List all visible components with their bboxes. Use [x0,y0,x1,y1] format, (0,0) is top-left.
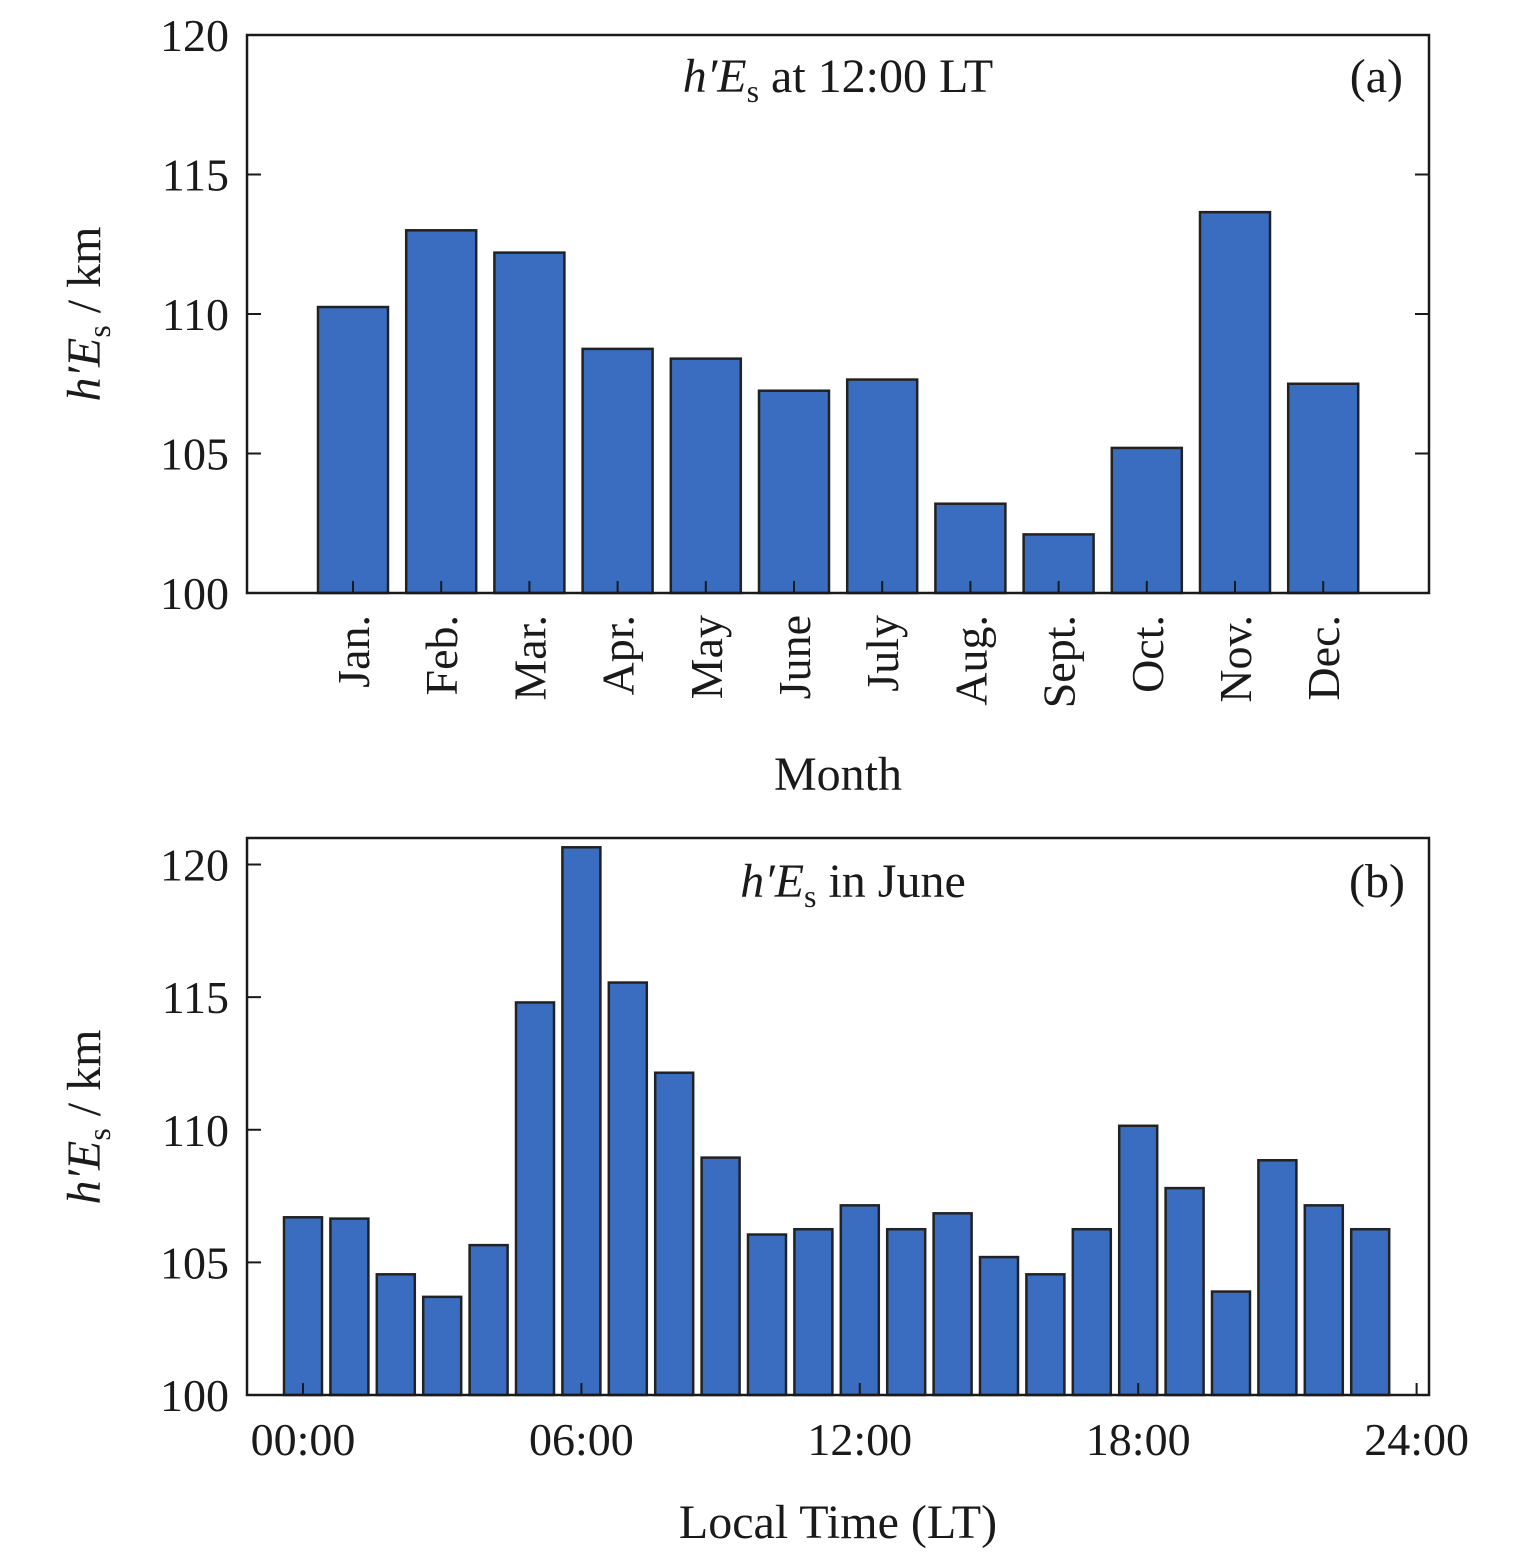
panel-b-bar [653,1071,695,1397]
panel-a-bar [316,305,390,595]
panel-a-xtick-label: Nov. [1210,615,1261,703]
panel-a-xtick-label: Feb. [416,615,467,696]
panel-b-bar [282,1216,324,1397]
panel-a-bar [1286,382,1360,595]
panel-b-bar [746,1233,788,1397]
panel-b-bar [607,981,649,1397]
panel-b-bar [1303,1204,1345,1397]
panel-b-bar [1071,1227,1113,1397]
panel-b-bar [514,1001,556,1397]
panel-b-bar [793,1227,834,1397]
panel-a-xticks: Jan. Feb. Mar. Apr. May June July Aug. Sept. Oct.… [328,581,1349,708]
panel-a-xtick-label: Mar. [504,615,555,701]
panel-a-xtick-label: June [769,615,820,699]
panel-b-xlabel: Local Time (LT) [679,1496,997,1549]
panel-b-xtick-label: 18:00 [1086,1414,1191,1465]
panel-a-label: (a) [1350,50,1403,103]
panel-b-bar [421,1295,463,1397]
panel-b-bar [978,1255,1020,1397]
panel-a-bar [757,389,831,595]
panel-b-bar [932,1212,973,1397]
panel-b-ytick-label: 110 [162,1105,229,1156]
panel-a-ytick-label: 115 [162,150,229,201]
panel-b-bar [1164,1186,1205,1397]
panel-a-xtick-label: May [681,615,732,699]
panel-b-ytick-label: 100 [160,1370,229,1421]
panel-b-xtick-label: 06:00 [529,1414,634,1465]
panel-a-bar [669,357,743,595]
panel-b-xtick-label: 12:00 [807,1414,912,1465]
panel-a-ytick-label: 105 [160,429,229,480]
panel-b-bar [885,1227,927,1397]
panel-b-ytick-label: 105 [160,1237,229,1288]
panel-a-xtick-label: Aug. [945,615,996,706]
panel-a-xtick-label: Dec. [1298,615,1349,701]
panel-a-ytick-label: 110 [162,289,229,340]
panel-a-xlabel: Month [774,748,902,801]
panel-b-bar [375,1273,417,1397]
panel-b-title: h′Es in June [740,855,966,914]
panel-a-bars [316,210,1360,595]
panel-b-bar [700,1156,741,1397]
panel-b-label: (b) [1349,855,1405,908]
panel-a-bar [934,502,1007,595]
panel-b-bar [1210,1290,1252,1397]
panel-b-ytick-label: 115 [162,972,229,1023]
panel-b-bar [1025,1273,1066,1397]
panel-b-yticks: 100 105 110 115 120 [160,840,261,1421]
panel-a-bar [404,229,478,595]
panel-b-bar [329,1217,370,1397]
panel-b-bar [1349,1227,1391,1397]
panel-b-ytick-label: 120 [160,840,229,891]
panel-a-xtick-label: Apr. [593,615,644,696]
panel-b-bar [468,1243,509,1397]
panel-b-bar [561,846,602,1397]
panel-a-ytick-label: 100 [160,568,229,619]
panel-b-xtick-label: 00:00 [251,1414,356,1465]
panel-b-bars [282,846,1391,1397]
panel-b-frame [245,836,1431,1397]
panel-a-yticks: 100 105 110 115 120 [160,10,1429,619]
panel-b-xticks: 00:00 06:00 12:00 18:00 24:00 [251,1383,1469,1465]
panel-b-bar [839,1204,881,1397]
panel-a-bar [1110,446,1184,595]
panel-a-xtick-label: Oct. [1122,615,1173,693]
panel-b-bar [1257,1159,1298,1397]
panel-a-title: h′Es at 12:00 LT [683,50,994,109]
panel-b-bar [1117,1124,1159,1397]
panel-b-ylabel: h′Es / km [58,1030,117,1205]
panel-b: 100 105 110 115 120 00:00 06:00 12:00 18:00 24:0… [58,836,1469,1549]
panel-a-ylabel: h′Es / km [58,227,117,402]
panel-a-bar [845,378,919,595]
panel-a-ytick-label: 120 [160,10,229,61]
panel-a-xtick-label: Jan. [328,615,379,688]
panel-a-bar [581,347,654,595]
panel-b-xtick-label: 24:00 [1364,1414,1469,1465]
panel-a-xtick-label: July [857,615,908,692]
panel-a-xtick-label: Sept. [1034,615,1085,708]
panel-a-bar [1198,210,1272,595]
panel-a-bar [493,251,566,595]
